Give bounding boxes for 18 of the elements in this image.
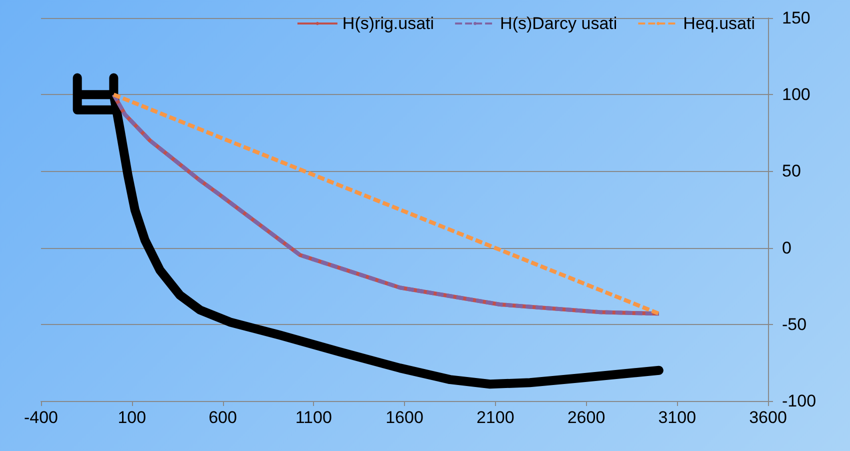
x-tick-label: 100	[118, 408, 146, 427]
legend-label: Heq.usati	[683, 14, 756, 33]
y-tick-label: 100	[782, 85, 810, 104]
x-tick-label: -400	[24, 408, 58, 427]
y-tick-label: -50	[782, 314, 807, 334]
y-tick-label: 0	[782, 238, 792, 258]
x-tick-label: 1600	[386, 408, 424, 427]
y-tick-label: -100	[782, 392, 816, 410]
x-tick-label: 2600	[567, 408, 606, 427]
x-tick-label: 1100	[295, 408, 332, 427]
x-tick-label: 2100	[476, 408, 514, 427]
x-tick-label: 600	[208, 408, 237, 427]
y-tick-label: 50	[782, 162, 801, 181]
legend-label: H(s)Darcy usati	[500, 14, 618, 33]
legend-label: H(s)rig.usati	[342, 14, 434, 33]
y-tick-label: 150	[782, 8, 810, 28]
x-tick-label: 3600	[749, 408, 787, 427]
x-tick-label: 3100	[658, 408, 696, 427]
